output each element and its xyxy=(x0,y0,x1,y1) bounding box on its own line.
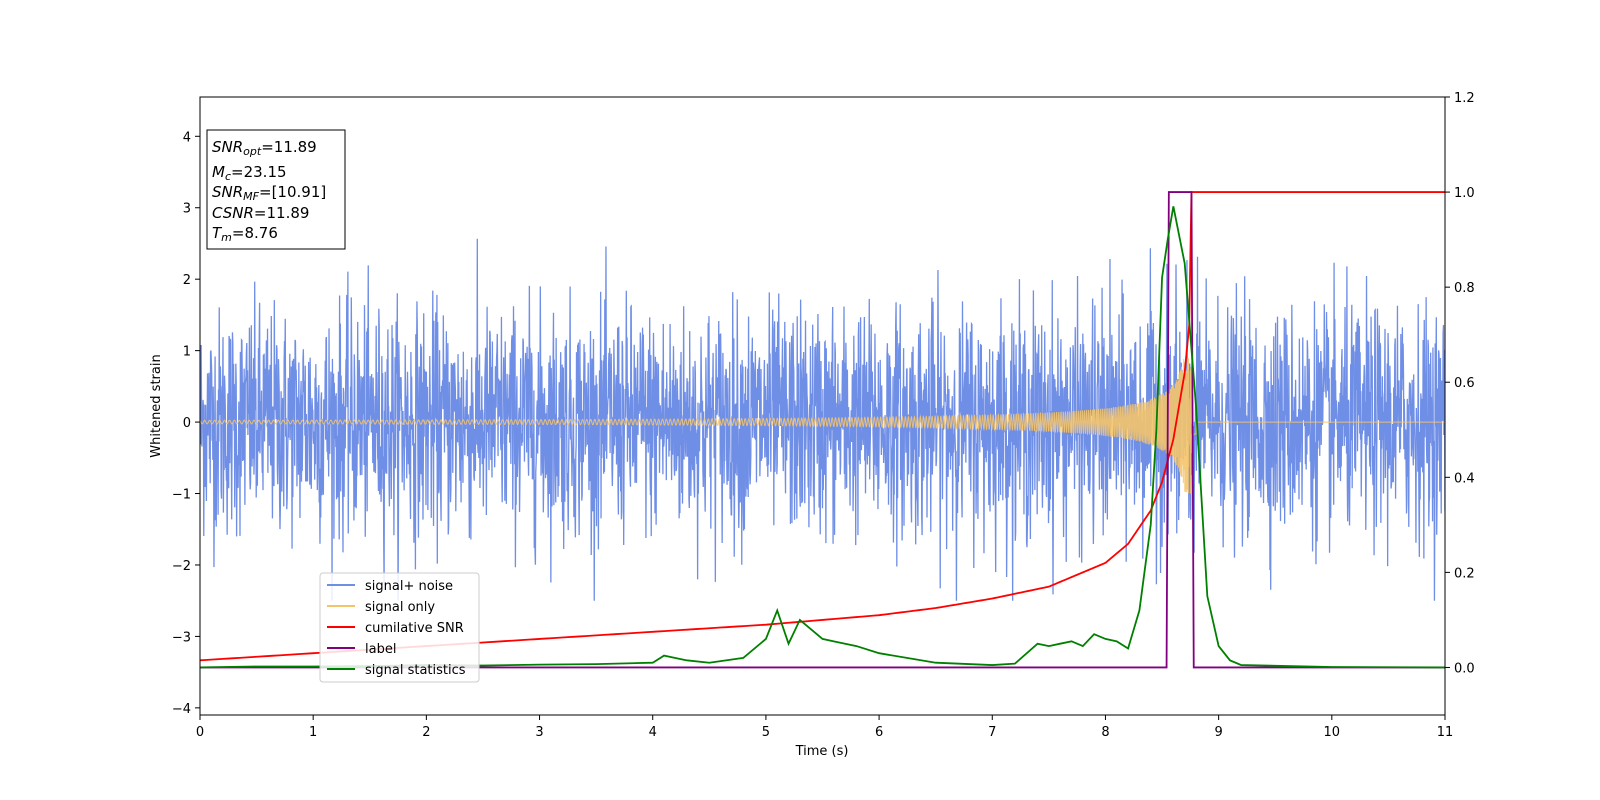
x-tick-label: 1 xyxy=(309,725,317,740)
y-tick-label: −4 xyxy=(172,702,191,717)
x-tick-label: 8 xyxy=(1101,725,1109,740)
x-tick-label: 6 xyxy=(875,725,883,740)
y-tick-label: 3 xyxy=(183,202,191,217)
stats-tm: Tm=8.76 xyxy=(212,224,278,244)
plot-frame xyxy=(199,96,1446,716)
y2-tick-label: 0.8 xyxy=(1454,281,1475,296)
x-tick-label: 10 xyxy=(1324,725,1341,740)
y-axis-right: 1.2 1.0 0.8 0.6 0.4 0.2 0.0 xyxy=(1445,91,1475,676)
x-tick-label: 3 xyxy=(535,725,543,740)
y-tick-label: −3 xyxy=(172,630,191,645)
series-label xyxy=(200,191,1445,669)
series-signal-noise xyxy=(200,238,1445,601)
y-tick-label: 0 xyxy=(183,416,191,431)
x-tick-label: 4 xyxy=(649,725,657,740)
y-tick-label: −2 xyxy=(172,559,191,574)
legend-label-signal-statistics: signal statistics xyxy=(365,663,466,678)
y-axis-label: Whitened strain xyxy=(149,354,164,457)
y2-tick-label: 1.0 xyxy=(1454,186,1475,201)
stats-snr-mf: SNRMF=[10.91] xyxy=(212,183,326,203)
y2-tick-label: 0.0 xyxy=(1454,661,1475,676)
legend-frame xyxy=(319,572,480,683)
y2-tick-label: 0.6 xyxy=(1454,376,1475,391)
y-tick-label: 1 xyxy=(183,345,191,360)
series-signal-statistics xyxy=(200,206,1445,669)
x-tick-label: 11 xyxy=(1437,725,1454,740)
stats-box: SNRopt=11.89 Mc=23.15 SNRMF=[10.91] CSNR… xyxy=(206,129,346,250)
legend: signal+ noise signal only cumilative SNR… xyxy=(319,572,480,683)
x-axis: 0 1 2 3 4 5 6 7 8 9 10 11 xyxy=(196,715,1453,740)
stats-snr-opt: SNRopt=11.89 xyxy=(212,138,317,158)
x-tick-label: 2 xyxy=(422,725,430,740)
y2-tick-label: 1.2 xyxy=(1454,91,1475,106)
series-cumulative-snr xyxy=(200,191,1445,662)
x-tick-label: 0 xyxy=(196,725,204,740)
y2-tick-label: 0.4 xyxy=(1454,471,1475,486)
legend-label-signal-noise: signal+ noise xyxy=(365,579,453,594)
x-tick-label: 9 xyxy=(1214,725,1222,740)
x-tick-label: 7 xyxy=(988,725,996,740)
y-tick-label: 2 xyxy=(183,273,191,288)
series-signal-only xyxy=(200,358,1445,494)
x-tick-label: 5 xyxy=(762,725,770,740)
legend-label-signal-only: signal only xyxy=(365,600,435,615)
y-axis-left: 4 3 2 1 0 −1 −2 −3 −4 xyxy=(172,130,200,717)
plot-area xyxy=(200,191,1445,669)
stats-box-frame xyxy=(206,129,346,250)
stats-mc: Mc=23.15 xyxy=(212,163,287,183)
legend-label-cumulative-snr: cumilative SNR xyxy=(365,621,464,636)
legend-label-label: label xyxy=(365,642,396,657)
y-tick-label: 4 xyxy=(183,130,191,145)
y-tick-label: −1 xyxy=(172,488,191,503)
stats-csnr: CSNR=11.89 xyxy=(212,204,309,222)
x-axis-label: Time (s) xyxy=(795,744,849,759)
y2-tick-label: 0.2 xyxy=(1454,566,1475,581)
